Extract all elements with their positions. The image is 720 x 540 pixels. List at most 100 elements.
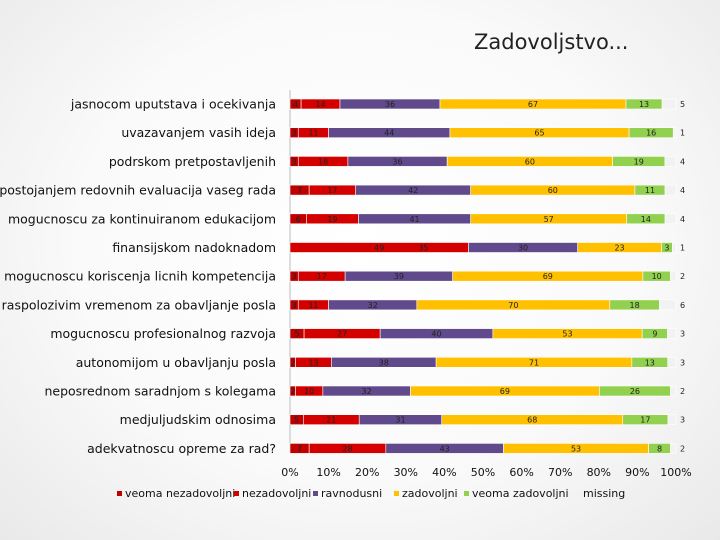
data-label: 17: [327, 186, 337, 195]
data-label: 11: [308, 129, 318, 138]
chart-title: Zadovoljstvo...: [474, 30, 629, 54]
data-label: 7: [297, 186, 302, 195]
data-label: 49: [374, 244, 384, 253]
data-label: 3: [292, 272, 297, 281]
x-tick-label: 40%: [432, 466, 456, 479]
category-label: jasnocom uputstava i ocekivanja: [70, 97, 276, 112]
category-label: raspolozivim vremenom za obavljanje posl…: [2, 297, 276, 312]
data-label: 14: [641, 215, 651, 224]
bar-segment: [670, 385, 677, 397]
x-tick-label: 20%: [355, 466, 379, 479]
data-label: 1: [680, 244, 685, 253]
data-label: 41: [409, 215, 419, 224]
data-label: 23: [614, 244, 624, 253]
data-label: 10: [652, 272, 662, 281]
bar-segment: [672, 242, 677, 253]
data-label: 2: [680, 272, 685, 281]
category-label: medjuljudskim odnosima: [120, 412, 276, 427]
data-label: 3: [292, 157, 297, 166]
data-label: 4: [293, 100, 298, 109]
bar-segment: [670, 270, 677, 282]
x-tick-label: 60%: [509, 466, 533, 479]
data-label: 19: [327, 215, 337, 224]
data-label: 42: [408, 186, 418, 195]
category-label: uvazavanjem vasih ideja: [121, 125, 276, 140]
data-label: 28: [342, 444, 352, 453]
legend-label: ravnodusni: [321, 487, 382, 500]
category-label: neposrednom saradnjom s kolegama: [44, 384, 276, 399]
data-label: 38: [379, 358, 389, 367]
data-label: 19: [634, 157, 644, 166]
data-label: 3: [292, 301, 297, 310]
data-label: 3: [680, 416, 685, 425]
data-label: 32: [362, 387, 372, 396]
x-tick-label: 30%: [394, 466, 418, 479]
data-label: 53: [571, 444, 581, 453]
data-label: 3: [664, 244, 669, 253]
data-label: 18: [630, 301, 640, 310]
data-label: 68: [527, 416, 537, 425]
bar-segment: [664, 156, 677, 167]
category-label: autonomijom u obavljanju posla: [76, 355, 276, 370]
bar-segment: [664, 213, 677, 225]
legend-swatch: [575, 491, 580, 496]
data-label: 26: [630, 387, 640, 396]
data-label: 4: [680, 215, 685, 224]
data-label: 4: [680, 157, 685, 166]
data-label: 5: [680, 100, 685, 109]
data-label: 27: [337, 330, 347, 339]
data-label: 3: [292, 129, 297, 138]
data-label: 35: [418, 244, 428, 253]
x-tick-label: 50%: [471, 466, 495, 479]
bar-segment: [667, 356, 677, 368]
data-label: 40: [431, 330, 441, 339]
legend-label: nezadovoljni: [242, 487, 311, 500]
legend-swatch: [394, 491, 399, 496]
data-label: 2: [680, 444, 685, 453]
data-label: 9: [652, 330, 657, 339]
category-label: postojanjem redovnih evaluacija vaseg ra…: [0, 183, 276, 198]
legend-swatch: [313, 491, 318, 496]
legend-label: veoma nezadovoljni: [125, 487, 235, 500]
x-tick-label: 90%: [625, 466, 649, 479]
data-label: 69: [500, 387, 510, 396]
data-label: 16: [646, 129, 656, 138]
category-label: finansijskom nadoknadom: [112, 240, 276, 255]
data-label: 6: [680, 301, 685, 310]
data-label: 3: [680, 358, 685, 367]
data-label: 1: [680, 129, 685, 138]
data-label: 11: [645, 186, 655, 195]
data-label: 2: [290, 387, 295, 396]
data-label: 13: [308, 358, 318, 367]
bar-segment: [670, 443, 677, 454]
data-label: 60: [548, 186, 558, 195]
category-label: mogucnoscu koriscenja licnih kompetencij…: [4, 269, 276, 284]
data-label: 3: [680, 330, 685, 339]
data-label: 7: [297, 444, 302, 453]
data-label: 57: [544, 215, 554, 224]
data-label: 4: [680, 186, 685, 195]
data-label: 71: [529, 358, 539, 367]
category-label: adekvatnoscu opreme za rad?: [87, 441, 276, 456]
data-label: 60: [525, 157, 535, 166]
data-label: 65: [534, 129, 544, 138]
bar-segment: [672, 127, 677, 138]
data-label: 36: [385, 100, 395, 109]
legend-label: veoma zadovoljni: [472, 487, 569, 500]
data-label: 53: [562, 330, 572, 339]
data-label: 69: [543, 272, 553, 281]
data-label: 30: [518, 244, 528, 253]
x-tick-label: 0%: [281, 466, 298, 479]
bar-segment: [661, 98, 677, 110]
data-label: 44: [384, 129, 394, 138]
data-label: 67: [528, 100, 538, 109]
category-label: mogucnoscu za kontinuiranom edukacijom: [8, 211, 276, 226]
category-label: podrskom pretpostavljenih: [109, 154, 276, 169]
data-label: 17: [640, 416, 650, 425]
legend-swatch: [464, 491, 469, 496]
data-label: 5: [294, 416, 299, 425]
data-label: 13: [639, 100, 649, 109]
legend-swatch: [234, 491, 239, 496]
bar-segment: [667, 328, 677, 339]
